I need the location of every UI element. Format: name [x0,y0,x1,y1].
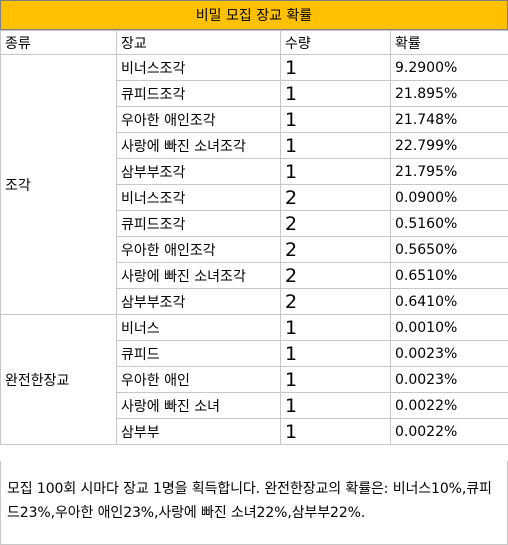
table-row: 완전한장교 비너스 1 0.0010% [0,314,508,445]
header-prob: 확률 [390,30,508,55]
table-title: 비밀 모집 장교 확률 [0,0,508,30]
table-row: 삼부부조각 1 21.795% [1,158,508,185]
officer-cell: 삼부부 [116,418,281,445]
probability-cell: 0.5160% [390,210,508,237]
table-row: 비너스조각 2 0.0900% [1,184,508,211]
qty-cell: 1 [280,392,391,419]
officer-cell: 우아한 애인 [116,366,281,393]
header-row: 종류 장교 수량 확률 [0,30,508,55]
qty-cell: 2 [280,262,391,289]
table-row: 삼부부 1 0.0022% [1,418,508,445]
probability-cell: 21.895% [390,80,508,107]
qty-cell: 1 [280,80,391,107]
officer-cell: 비너스조각 [116,54,281,81]
table-row: 사랑에 빠진 소녀조각 1 22.799% [1,132,508,159]
officer-cell: 우아한 애인조각 [116,236,281,263]
probability-cell: 0.0900% [390,184,508,211]
officer-cell: 삼부부조각 [116,288,281,315]
table-row: 조각 비너스조각 1 9.2900% [0,54,508,315]
header-type: 종류 [0,30,117,55]
probability-cell: 22.799% [390,132,508,159]
header-officer: 장교 [116,30,281,55]
qty-cell: 2 [280,236,391,263]
qty-cell: 1 [280,314,391,341]
table-row: 우아한 애인조각 1 21.748% [1,106,508,133]
header-qty: 수량 [280,30,391,55]
table-row: 우아한 애인 1 0.0023% [1,366,508,393]
qty-cell: 1 [280,340,391,367]
probability-cell: 9.2900% [390,54,508,81]
officer-cell: 사랑에 빠진 소녀조각 [116,262,281,289]
group-type-cell: 완전한장교 [0,314,117,445]
officer-cell: 큐피드조각 [116,80,281,107]
qty-cell: 1 [280,106,391,133]
probability-cell: 0.0022% [390,392,508,419]
qty-cell: 1 [280,158,391,185]
qty-cell: 1 [280,54,391,81]
probability-cell: 0.0022% [390,418,508,445]
officer-cell: 큐피드 [116,340,281,367]
qty-cell: 1 [280,132,391,159]
table-row: 큐피드조각 2 0.5160% [1,210,508,237]
probability-cell: 0.5650% [390,236,508,263]
table-row: 우아한 애인조각 2 0.5650% [1,236,508,263]
officer-cell: 비너스조각 [116,184,281,211]
qty-cell: 1 [280,418,391,445]
probability-cell: 0.6410% [390,288,508,315]
probability-cell: 21.748% [390,106,508,133]
officer-cell: 우아한 애인조각 [116,106,281,133]
officer-cell: 비너스 [116,314,281,341]
group-type-cell: 조각 [0,54,117,315]
qty-cell: 2 [280,288,391,315]
qty-cell: 2 [280,210,391,237]
probability-cell: 0.0023% [390,340,508,367]
table-row: 사랑에 빠진 소녀조각 2 0.6510% [1,262,508,289]
officer-cell: 사랑에 빠진 소녀조각 [116,132,281,159]
qty-cell: 1 [280,366,391,393]
table-row: 큐피드 1 0.0023% [1,340,508,367]
officer-cell: 큐피드조각 [116,210,281,237]
probability-cell: 21.795% [390,158,508,185]
qty-cell: 2 [280,184,391,211]
table-row: 삼부부조각 2 0.6410% [1,288,508,315]
probability-cell: 0.0010% [390,314,508,341]
footnote: 모집 100회 시마다 장교 1명을 획득합니다. 완전한장교의 확률은: 비너… [0,461,508,545]
officer-cell: 사랑에 빠진 소녀 [116,392,281,419]
probability-cell: 0.6510% [390,262,508,289]
probability-cell: 0.0023% [390,366,508,393]
probability-table: 종류 장교 수량 확률 조각 비너스조각 1 9.2900% 큐피드조각 1 21.895%… [0,30,508,445]
officer-cell: 삼부부조각 [116,158,281,185]
